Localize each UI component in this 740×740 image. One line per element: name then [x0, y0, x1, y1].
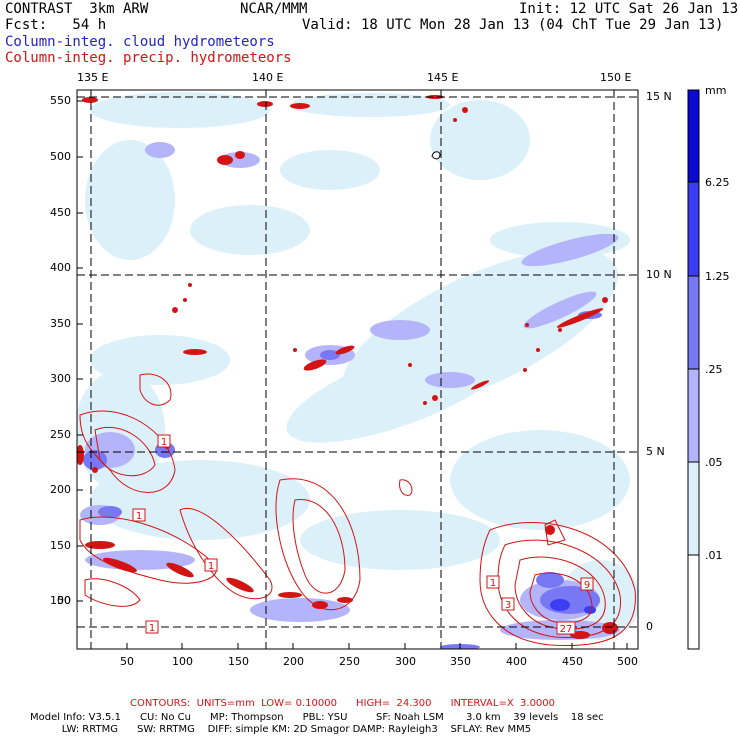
contour-label: 9	[584, 580, 590, 591]
y-tick: 400	[50, 261, 71, 274]
cloud-shading	[77, 92, 638, 649]
axis-ticks	[77, 100, 628, 649]
lat-label-5n: 5 N	[646, 445, 665, 458]
lon-label-145: 145 E	[427, 71, 459, 84]
contour-label: 1	[149, 623, 155, 634]
legend-unit: mm	[705, 84, 727, 97]
contour-label: 1	[136, 511, 142, 522]
init-time: Init: 12 UTC Sat 26 Jan 13	[519, 1, 739, 17]
contour-label: 1	[208, 561, 214, 572]
contour-label: 1	[490, 578, 496, 589]
field-cloud-label: Column-integ. cloud hydrometeors	[5, 34, 275, 50]
x-tick: 50	[120, 655, 134, 668]
lon-label-135: 135 E	[77, 71, 109, 84]
island-outline	[431, 151, 441, 160]
y-tick: 100	[50, 594, 71, 607]
y-tick: 450	[50, 206, 71, 219]
valid-time: Valid: 18 UTC Mon 28 Jan 13 (04 ChT Tue …	[302, 17, 724, 33]
legend-level: 6.25	[705, 176, 730, 189]
legend-level: .01	[705, 549, 723, 562]
contour-label-boxes	[132, 434, 594, 635]
cloud-level-light	[77, 92, 638, 640]
contour-info: CONTOURS: UNITS=mm LOW= 0.10000 HIGH= 24…	[130, 698, 556, 709]
contour-label: 1	[161, 437, 167, 448]
y-tick: 300	[50, 372, 71, 385]
y-tick: 550	[50, 94, 71, 107]
legend-level: 1.25	[705, 270, 730, 283]
model-info-line2: LW: RRTMG SW: RRTMG DIFF: simple KM: 2D …	[30, 724, 532, 735]
x-tick: 400	[506, 655, 527, 668]
contour-label: 3	[505, 600, 511, 611]
model-info-line1: Model Info: V3.5.1 CU: No Cu MP: Thompso…	[30, 712, 604, 723]
lat-label-0: 0	[646, 620, 653, 633]
cloud-level-high	[83, 311, 602, 649]
cloud-level-max	[550, 599, 596, 614]
lon-label-150: 150 E	[600, 71, 632, 84]
forecast-hour: Fcst: 54 h	[5, 17, 107, 33]
y-tick: 200	[50, 483, 71, 496]
y-tick: 250	[50, 428, 71, 441]
contour-label: 27	[560, 624, 573, 635]
center-name: NCAR/MMM	[240, 1, 308, 17]
y-tick: 350	[50, 317, 71, 330]
legend-level: .25	[705, 363, 723, 376]
x-tick: 200	[283, 655, 304, 668]
x-tick: 450	[562, 655, 583, 668]
y-tick: 500	[50, 150, 71, 163]
x-tick: 250	[339, 655, 360, 668]
legend-colorbar	[687, 89, 700, 650]
y-tick: 50	[57, 594, 71, 607]
lat-label-15n: 15 N	[646, 90, 672, 103]
contour-label-text: 1 1 1 1 1 3 9 27	[136, 437, 590, 635]
model-name: CONTRAST 3km ARW	[5, 1, 149, 17]
x-tick: 500	[617, 655, 638, 668]
x-tick: 300	[395, 655, 416, 668]
x-tick: 350	[450, 655, 471, 668]
x-tick: 150	[228, 655, 249, 668]
field-precip-label: Column-integ. precip. hydrometeors	[5, 50, 292, 66]
lat-label-10n: 10 N	[646, 268, 672, 281]
legend-level: .05	[705, 456, 723, 469]
map-frame	[76, 89, 639, 650]
y-tick: 150	[50, 539, 71, 552]
lon-label-140: 140 E	[252, 71, 284, 84]
lat-lon-grid	[77, 90, 638, 649]
x-tick: 100	[172, 655, 193, 668]
